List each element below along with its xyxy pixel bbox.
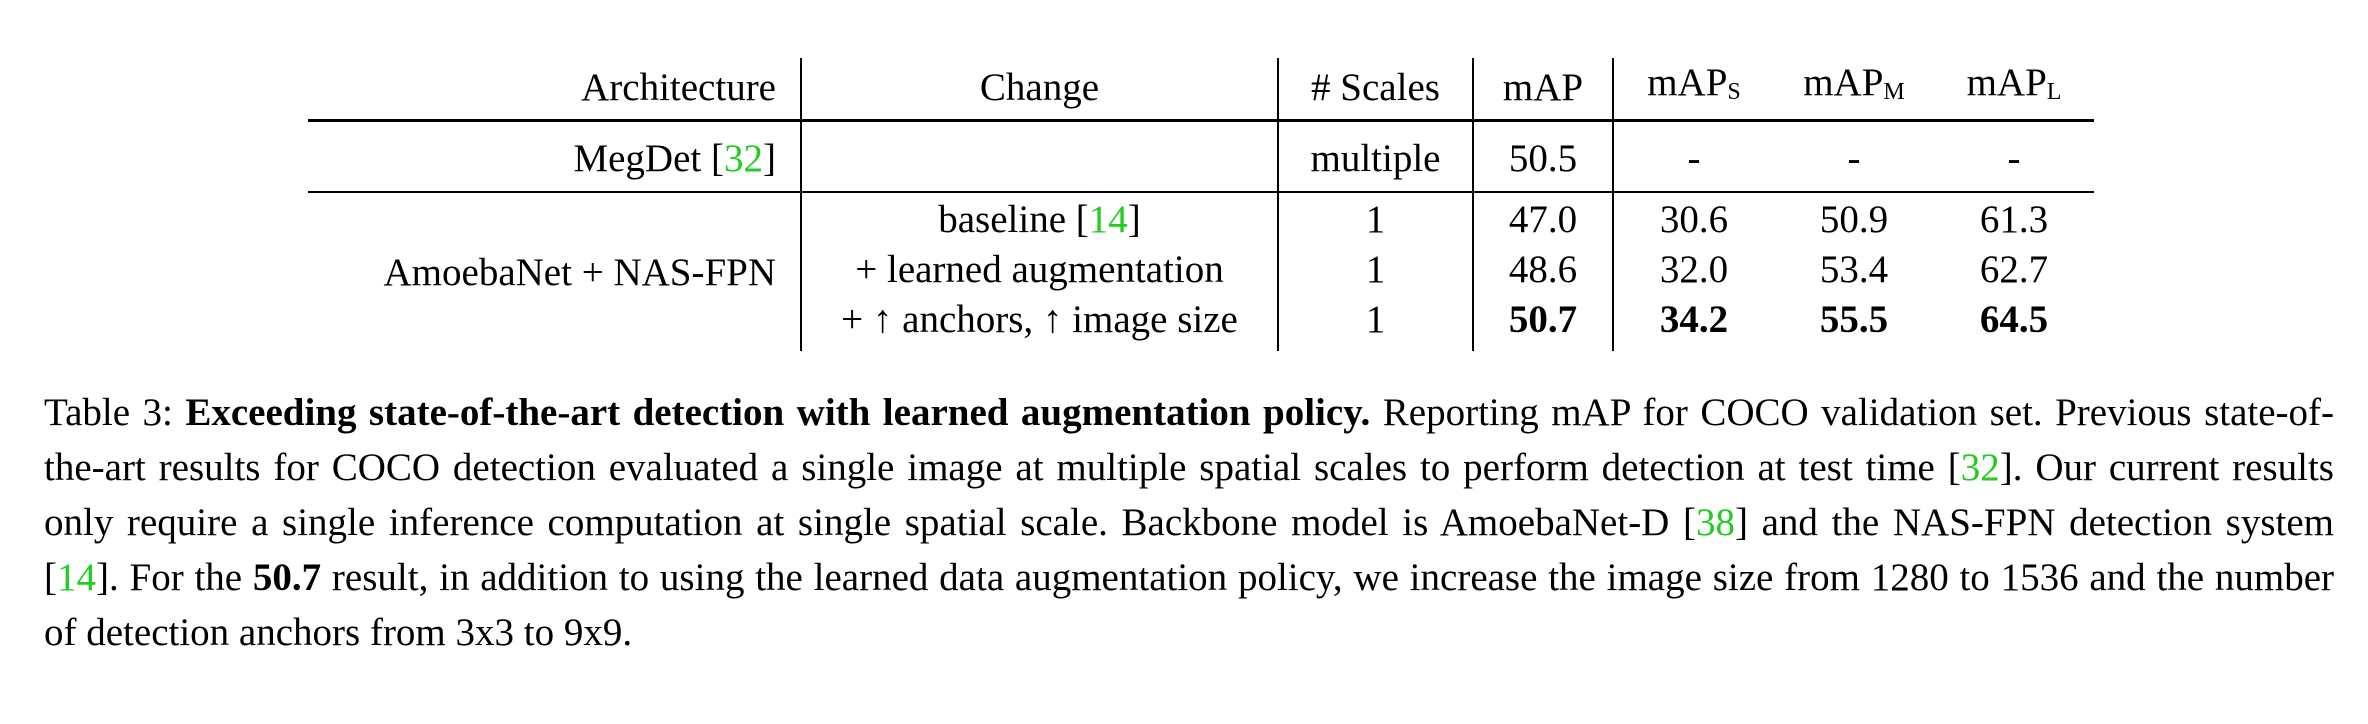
megdet-map-large: - bbox=[1934, 120, 2094, 193]
megdet-change bbox=[801, 120, 1279, 193]
header-map-large-base: mAP bbox=[1966, 61, 2047, 104]
anchors-map-large: 64.5 bbox=[1979, 298, 2049, 341]
learned-aug-map: 48.6 bbox=[1473, 245, 1614, 295]
header-architecture: Architecture bbox=[308, 58, 802, 122]
baseline-scales: 1 bbox=[1278, 192, 1474, 245]
header-change: Change bbox=[801, 58, 1279, 122]
table-row-megdet: MegDet [32] multiple 50.5 - - - bbox=[308, 120, 2094, 193]
megdet-cite-open: [ bbox=[701, 136, 724, 180]
caption-citation-38[interactable]: 38 bbox=[1695, 501, 1735, 544]
header-scales: # Scales bbox=[1278, 58, 1474, 122]
learned-aug-change: + learned augmentation bbox=[801, 245, 1279, 295]
header-map-large-sub: L bbox=[2046, 79, 2062, 105]
learned-aug-map-small: 32.0 bbox=[1659, 248, 1729, 291]
header-map-small-base: mAP bbox=[1647, 61, 1728, 104]
baseline-map-medium: 50.9 bbox=[1819, 198, 1889, 241]
learned-aug-map-large: 62.7 bbox=[1979, 248, 2049, 291]
results-table: Architecture Change # Scales mAP mAPS mA… bbox=[308, 58, 2094, 351]
header-map: mAP bbox=[1473, 58, 1614, 122]
caption-citation-14[interactable]: 14 bbox=[57, 556, 96, 599]
anchors-map-medium: 55.5 bbox=[1819, 298, 1889, 341]
anchors-change: + ↑ anchors, ↑ image size bbox=[801, 295, 1279, 351]
caption-citation-32[interactable]: 32 bbox=[1960, 446, 2000, 489]
header-map-small: mAPS bbox=[1613, 58, 1774, 122]
baseline-citation[interactable]: 14 bbox=[1088, 198, 1128, 241]
baseline-map-large: 61.3 bbox=[1979, 198, 2049, 241]
megdet-architecture: MegDet [32] bbox=[308, 120, 802, 193]
caption-text-1: Reporting mAP for COCO validation set. P… bbox=[44, 391, 2334, 489]
caption-text-5: result, in addition to using the learned… bbox=[44, 556, 2334, 654]
table-row-learned-augmentation: + learned augmentation 1 48.6 32.0 53.4 … bbox=[308, 245, 2094, 295]
megdet-citation[interactable]: 32 bbox=[724, 136, 763, 180]
caption-label: Table 3: bbox=[44, 391, 186, 434]
learned-aug-scales: 1 bbox=[1278, 245, 1474, 295]
baseline-cite-close: ] bbox=[1127, 198, 1141, 241]
caption-text-3: ] and the NAS-FPN detection system [ bbox=[44, 501, 2334, 599]
amoeba-architecture: AmoebaNet + NAS-FPN bbox=[308, 192, 802, 351]
megdet-map-medium: - bbox=[1774, 120, 1934, 193]
megdet-scales: multiple bbox=[1278, 120, 1474, 193]
megdet-map-small: - bbox=[1613, 120, 1774, 193]
table-header-row: Architecture Change # Scales mAP mAPS mA… bbox=[308, 58, 2094, 122]
caption-text-4: ]. For the bbox=[96, 556, 253, 599]
anchors-map-small: 34.2 bbox=[1659, 298, 1729, 341]
header-map-medium-sub: M bbox=[1883, 79, 1905, 105]
caption-title: Exceeding state-of-the-art detection wit… bbox=[185, 391, 1371, 434]
header-map-medium-base: mAP bbox=[1803, 61, 1884, 104]
header-map-large: mAPL bbox=[1934, 58, 2094, 122]
megdet-name: MegDet bbox=[573, 136, 702, 180]
learned-aug-map-medium: 53.4 bbox=[1819, 248, 1889, 291]
caption-bold-value: 50.7 bbox=[252, 556, 322, 599]
baseline-change: baseline [14] bbox=[801, 192, 1279, 245]
caption-text-2: ]. Our current results only require a si… bbox=[44, 446, 2334, 544]
anchors-scales: 1 bbox=[1278, 295, 1474, 351]
baseline-map-small: 30.6 bbox=[1659, 198, 1729, 241]
anchors-map: 50.7 bbox=[1473, 295, 1614, 351]
megdet-cite-close: ] bbox=[763, 136, 776, 180]
table-row-baseline: AmoebaNet + NAS-FPN baseline [14] 1 47.0… bbox=[308, 192, 2094, 351]
table-row-anchors-image-size: + ↑ anchors, ↑ image size 1 50.7 34.2 55… bbox=[308, 295, 2094, 351]
header-map-medium: mAPM bbox=[1774, 58, 1934, 122]
table-caption: Table 3: Exceeding state-of-the-art dete… bbox=[44, 385, 2334, 660]
header-map-small-sub: S bbox=[1727, 79, 1741, 105]
megdet-map: 50.5 bbox=[1473, 120, 1614, 193]
baseline-map: 47.0 bbox=[1473, 192, 1614, 245]
baseline-label: baseline bbox=[938, 198, 1067, 241]
baseline-cite-open: [ bbox=[1066, 198, 1089, 241]
